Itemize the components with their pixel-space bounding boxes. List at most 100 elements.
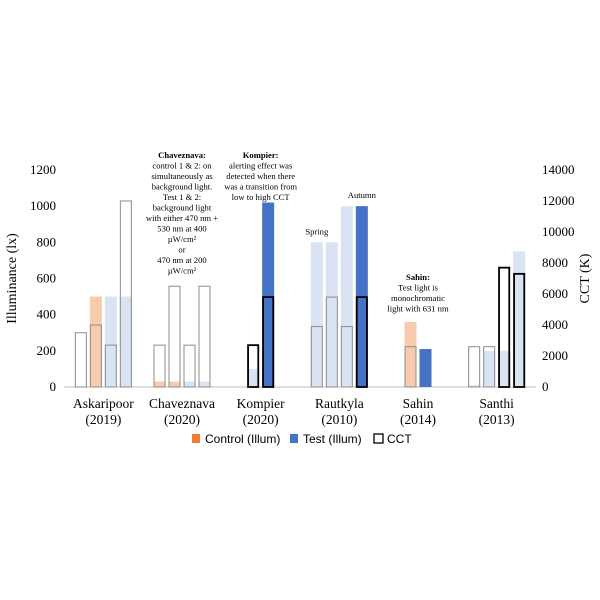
cct-bar [119,200,132,388]
right-tick-label: 12000 [542,193,575,208]
annotation-line: or [178,245,185,255]
annotation-line: light with 631 nm [387,304,449,314]
right-tick-label: 4000 [542,317,568,332]
left-tick-label: 0 [50,379,57,394]
illuminance-bar [513,251,526,387]
illuminance-bar [183,381,196,387]
category-year-label: (2014) [400,412,436,427]
bars [74,200,526,388]
cct-bar [404,346,417,388]
right-tick-label: 2000 [542,348,568,363]
illuminance-bar [325,242,338,387]
annotation-line: background light. [152,182,213,192]
illuminance-bar [404,321,417,387]
cct-bar [198,285,211,388]
labels: Askaripoor(2019)Chaveznava(2020)Kompier(… [73,150,515,427]
illuminance-bar [262,202,275,387]
annotation-line: Chaveznava: [158,150,206,160]
illuminance-bar [119,296,132,387]
left-tick-label: 400 [37,307,57,322]
left-tick-label: 1000 [30,198,56,213]
annotation-line: simultaneously as [151,171,213,181]
illuminance-bar [498,350,511,387]
cct-bar [340,326,353,388]
annotation-line: Test 1 & 2: [163,192,201,202]
cct-bar [513,272,526,388]
legend-label: Test (Illum) [303,432,362,446]
annotation-line: Sahin: [406,272,430,282]
annotation-line: with either 470 nm + [146,213,218,223]
cct-bar [153,344,166,388]
illuminance-bar [104,296,117,387]
left-tick-label: 600 [37,271,57,286]
category-year-label: (2020) [164,412,200,427]
right-tick-label: 10000 [542,224,575,239]
annotation-line: alerting effect was [229,161,293,171]
cct-bar [468,346,481,388]
category-label: Chaveznava [149,396,215,411]
illuminance-bar [483,350,496,387]
annotation-line: detected when there [226,171,295,181]
legend-swatch [290,434,298,443]
category-label: Askaripoor [73,396,134,411]
category-label: Sahin [403,396,434,411]
illuminance-bar [310,242,323,387]
axes: 0200400600800100012000200040006000800010… [5,162,593,394]
illuminance-bar [340,206,353,387]
category-year-label: (2020) [243,412,279,427]
illuminance-bar [89,296,102,387]
annotation-line: µW/cm² [168,266,197,276]
legend-swatch [192,434,200,443]
right-tick-label: 8000 [542,255,568,270]
left-tick-label: 1200 [30,162,56,177]
annotation-line: 530 nm at 400 [157,224,206,234]
annotation-line: control 1 & 2: on [152,161,212,171]
right-tick-label: 6000 [542,286,568,301]
category-year-label: (2019) [85,412,121,427]
cct-bar [310,326,323,388]
annotation-line: µW/cm² [168,234,197,244]
annotation-line: low to high CCT [232,192,291,202]
annotation-line: 470 nm at 200 [157,255,206,265]
cct-bar [325,296,338,388]
annotation-line: monochromatic [391,293,445,303]
bar-annotation: Spring [305,226,329,236]
cct-bar [483,346,496,388]
illuminance-bar [168,381,181,387]
legend-label: Control (Illum) [205,432,280,446]
annotation-line: Test light is [398,283,439,293]
legend: Control (Illum) Test (Illum) CCT [192,432,412,446]
illuminance-bar [198,381,211,387]
category-label: Santhi [479,396,514,411]
legend-swatch-cct [373,433,384,444]
category-label: Kompier [237,396,285,411]
left-axis-title: Illuminance (lx) [5,233,20,324]
left-tick-label: 200 [37,343,57,358]
illuminance-bar [247,368,260,387]
illuminance-bar [419,349,432,387]
right-tick-label: 0 [542,379,549,394]
cct-bar [247,344,260,388]
category-year-label: (2010) [321,412,357,427]
bar-annotation: Autumn [348,190,377,200]
annotation-line: Kompier: [243,150,279,160]
right-tick-label: 14000 [542,162,575,177]
legend-label: CCT [387,432,412,446]
cct-bar [168,285,181,388]
category-label: Rautkyla [315,396,364,411]
cct-bar [498,266,511,388]
cct-bar [262,296,275,388]
left-tick-label: 800 [37,234,57,249]
cct-bar [104,344,117,388]
right-axis-title: CCT (K) [578,253,593,303]
annotation-line: background light [153,203,212,213]
category-year-label: (2013) [479,412,515,427]
illuminance-bar [468,385,481,387]
cct-bar [355,296,368,388]
cct-bar [89,324,102,388]
illuminance-bar [153,381,166,387]
cct-bar [183,344,196,388]
annotation-line: was a transition from [224,182,297,192]
cct-bar [74,332,87,388]
